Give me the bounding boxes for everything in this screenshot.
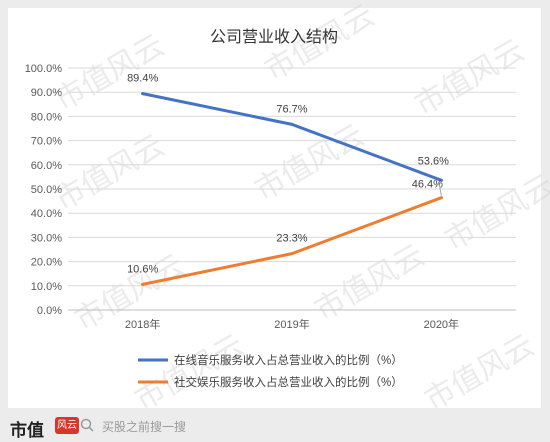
- data-label: 10.6%: [127, 263, 158, 275]
- data-label: 23.3%: [276, 233, 307, 245]
- data-label: 53.6%: [418, 155, 449, 167]
- chart-title: 公司营业收入结构: [210, 28, 338, 46]
- data-point: [290, 122, 294, 126]
- y-tick-label: 50.0%: [31, 184, 62, 196]
- y-tick-label: 70.0%: [31, 136, 62, 148]
- x-tick-label: 2019年: [274, 317, 309, 331]
- y-tick-label: 10.0%: [31, 281, 62, 293]
- y-tick-label: 0.0%: [37, 305, 62, 317]
- data-point: [439, 196, 443, 200]
- data-label: 46.4%: [412, 179, 443, 191]
- brand-logo-text: 市值: [10, 421, 44, 441]
- footer-bar: 市值 风云 买股之前搜一搜: [0, 408, 550, 442]
- legend-label-2: 社交娱乐服务收入占总营业收入的比例（%）: [174, 375, 403, 389]
- series-lines: [141, 92, 443, 286]
- search-icon: [80, 418, 94, 432]
- legend: 在线音乐服务收入占总营业收入的比例（%） 社交娱乐服务收入占总营业收入的比例（%）: [138, 353, 403, 389]
- search-box[interactable]: 买股之前搜一搜: [80, 416, 260, 436]
- y-tick-label: 60.0%: [31, 160, 62, 172]
- legend-label-1: 在线音乐服务收入占总营业收入的比例（%）: [174, 353, 403, 367]
- brand-logo-mark: 风云: [55, 417, 79, 434]
- data-point: [141, 282, 145, 286]
- data-label: 76.7%: [276, 103, 307, 115]
- search-placeholder: 买股之前搜一搜: [102, 420, 187, 434]
- x-axis-ticks: 2018年 2019年 2020年: [125, 317, 459, 331]
- data-point: [290, 252, 294, 256]
- label-leader-line: [435, 184, 442, 196]
- x-tick-label: 2020年: [424, 317, 459, 331]
- data-point: [141, 92, 145, 96]
- x-tick-label: 2018年: [125, 317, 160, 331]
- y-tick-label: 100.0%: [25, 63, 63, 75]
- data-labels: 89.4% 76.7% 53.6% 10.6% 23.3% 46.4%: [127, 73, 449, 276]
- y-tick-label: 30.0%: [31, 232, 62, 244]
- grid-lines: [68, 67, 516, 311]
- data-label: 89.4%: [127, 73, 158, 85]
- y-tick-label: 80.0%: [31, 111, 62, 123]
- y-tick-label: 40.0%: [31, 208, 62, 220]
- chart-card: 市值风云 市值风云 市值风云 市值风云 市值风云 市值风云 市值风云 市值风云 …: [8, 0, 550, 418]
- y-axis-ticks: 0.0% 10.0% 20.0% 30.0% 40.0% 50.0% 60.0% 70.0% 8…: [25, 63, 63, 317]
- data-point: [439, 178, 443, 182]
- line-chart: 公司营业收入结构 0.0% 10.0% 20.0% 30.0% 40.0% 50.0% 60…: [25, 28, 516, 389]
- y-tick-label: 20.0%: [31, 257, 62, 269]
- y-tick-label: 90.0%: [31, 87, 62, 99]
